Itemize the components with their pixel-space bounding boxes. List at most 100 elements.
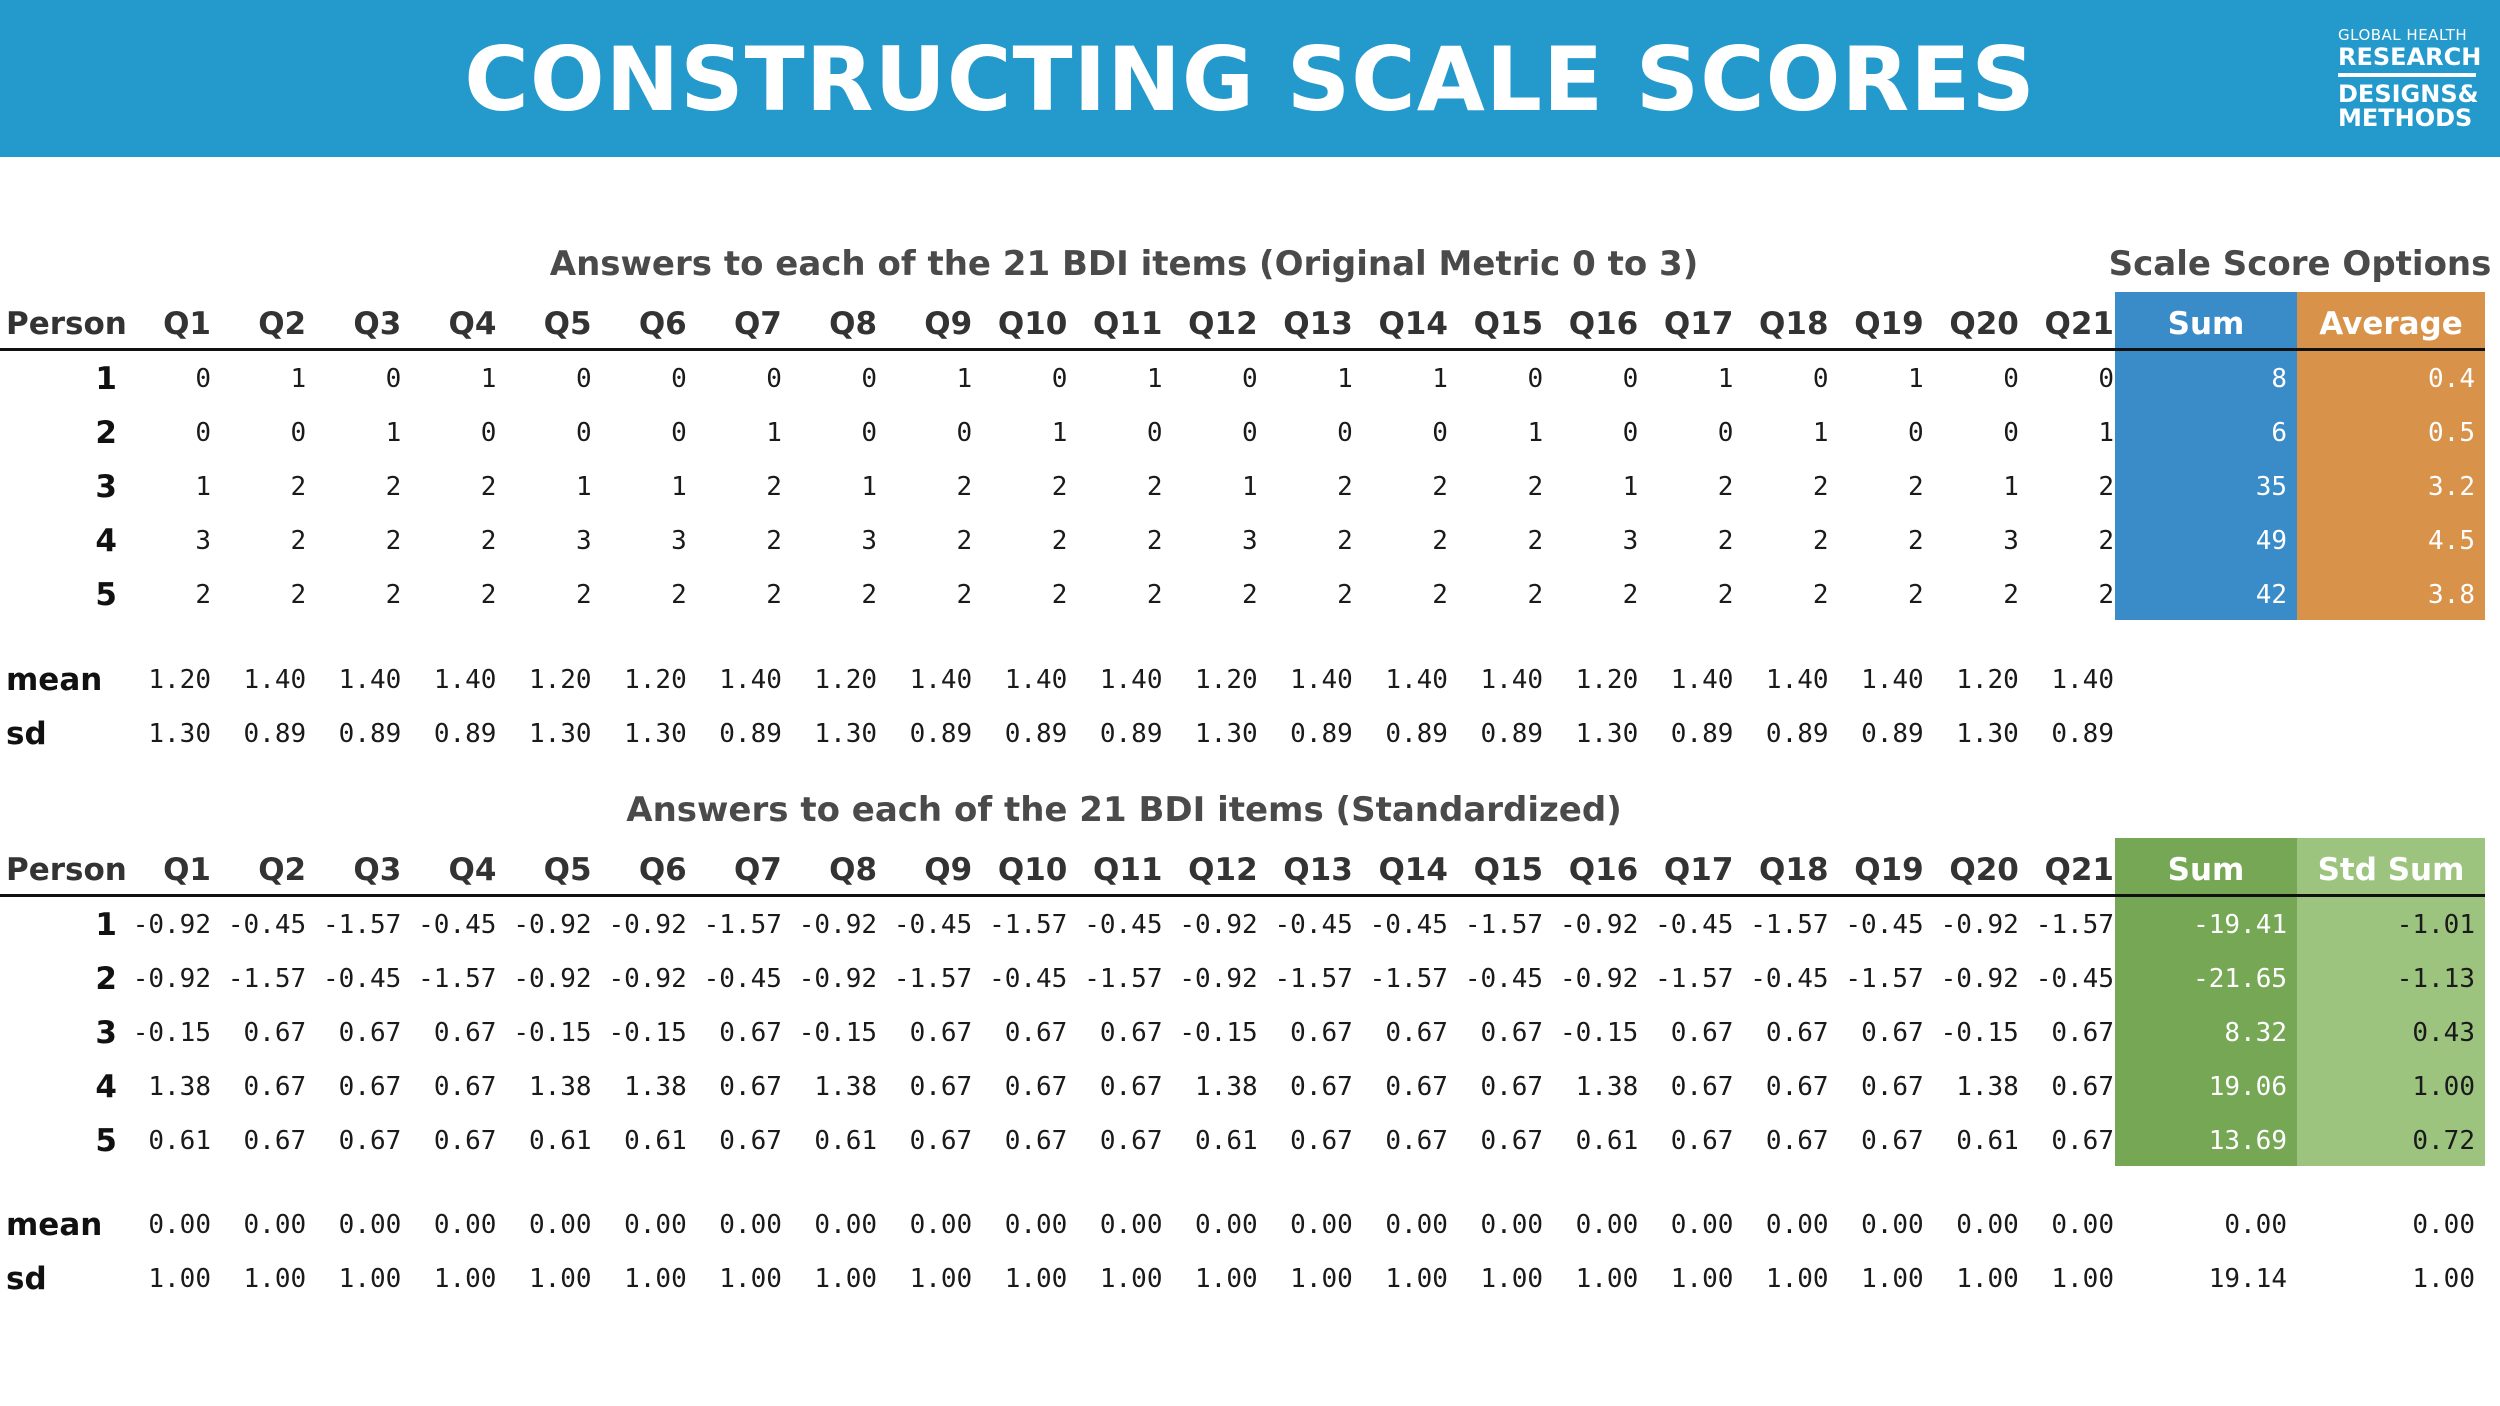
standardized-mean-std-sum: 0.00 <box>2412 1210 2475 1240</box>
standardized-cell: -0.45 <box>2035 964 2114 994</box>
original-cell: 1 <box>671 472 687 502</box>
standardized-cell: 0.67 <box>1765 1018 1829 1048</box>
standardized-column-header-q5: Q5 <box>543 852 592 888</box>
original-cell: 2 <box>1812 580 1829 610</box>
standardized-person-header: Person <box>6 852 127 888</box>
original-cell: 1 <box>1812 418 1829 448</box>
standardized-cell: 0.67 <box>1004 1072 1068 1102</box>
title-banner: CONSTRUCTING SCALE SCORES GLOBAL HEALTH … <box>0 0 2500 157</box>
original-sd-value: 1.30 <box>1575 719 1639 749</box>
original-average-value: 0.5 <box>2428 418 2475 448</box>
original-cell: 1 <box>480 364 497 394</box>
standardized-mean-label: mean <box>6 1207 103 1243</box>
original-sum-value: 6 <box>2271 418 2287 448</box>
original-mean-value: 1.40 <box>719 665 782 695</box>
original-mean-value: 1.40 <box>1765 665 1829 695</box>
standardized-sd-value: 1.00 <box>1099 1264 1163 1294</box>
original-cell: 1 <box>956 364 973 394</box>
standardized-cell: 0.61 <box>624 1126 687 1156</box>
standardized-cell: 0.61 <box>1195 1126 1258 1156</box>
original-cell: 2 <box>2098 580 2114 610</box>
standardized-sum-value: 13.69 <box>2208 1126 2287 1156</box>
original-sd-label: sd <box>6 716 47 752</box>
original-sum-value: 35 <box>2255 472 2287 502</box>
original-cell: 2 <box>956 580 973 610</box>
standardized-sd-value: 1.00 <box>338 1264 402 1294</box>
original-mean-value: 1.40 <box>1290 665 1353 695</box>
original-cell: 3 <box>575 526 592 556</box>
standardized-column-header-q12: Q12 <box>1188 852 1258 888</box>
standardized-cell: 0.67 <box>1290 1072 1353 1102</box>
original-sd-value: 1.30 <box>814 719 878 749</box>
standardized-cell: -1.57 <box>1369 964 1448 994</box>
original-sd-value: 1.30 <box>1956 719 2019 749</box>
original-cell: 0 <box>1717 418 1734 448</box>
standardized-cell: 0.67 <box>2051 1018 2114 1048</box>
original-cell: 2 <box>1527 472 1544 502</box>
original-cell: 1 <box>385 418 402 448</box>
original-cell: 2 <box>766 580 782 610</box>
standardized-cell: -0.92 <box>608 964 687 994</box>
standardized-header-rule <box>0 894 2485 897</box>
original-cell: 2 <box>1146 526 1163 556</box>
original-cell: 1 <box>1337 364 1353 394</box>
original-cell: 2 <box>480 472 497 502</box>
original-cell: 3 <box>671 526 687 556</box>
standardized-mean-sum: 0.00 <box>2224 1210 2287 1240</box>
standardized-sd-value: 1.00 <box>148 1264 211 1294</box>
original-cell: 2 <box>385 472 402 502</box>
original-cell: 2 <box>1337 526 1353 556</box>
original-cell: 2 <box>1527 580 1544 610</box>
standardized-sd-value: 1.00 <box>624 1264 687 1294</box>
original-column-header-q8: Q8 <box>829 306 878 342</box>
original-cell: 2 <box>1337 580 1353 610</box>
original-cell: 1 <box>575 472 592 502</box>
standardized-cell: 0.61 <box>1956 1126 2019 1156</box>
original-cell: 0 <box>1622 418 1639 448</box>
standardized-cell: -0.45 <box>989 964 1068 994</box>
original-cell: 1 <box>290 364 307 394</box>
original-column-header-q7: Q7 <box>733 306 782 342</box>
standardized-cell: 0.67 <box>1385 1072 1448 1102</box>
original-person-label: 4 <box>95 523 117 559</box>
standardized-mean-value: 0.00 <box>1290 1210 1353 1240</box>
original-sd-value: 1.30 <box>528 719 592 749</box>
original-column-header-q9: Q9 <box>924 306 973 342</box>
standardized-cell: 0.67 <box>1861 1126 1924 1156</box>
scale-score-options-title: Scale Score Options <box>2108 244 2492 284</box>
standardized-sd-value: 1.00 <box>528 1264 592 1294</box>
original-cell: 2 <box>1527 526 1544 556</box>
original-sd-value: 0.89 <box>243 719 307 749</box>
standardized-cell: -0.92 <box>1179 964 1258 994</box>
original-cell: 2 <box>1146 580 1163 610</box>
original-column-header-q6: Q6 <box>638 306 687 342</box>
original-cell: 2 <box>1241 580 1258 610</box>
standardized-cell: 0.61 <box>814 1126 878 1156</box>
standardized-cell: -0.45 <box>323 964 402 994</box>
logo-line-4: METHODS <box>2338 104 2473 132</box>
original-cell: 0 <box>956 418 973 448</box>
standardized-cell: -1.57 <box>893 964 973 994</box>
standardized-cell: -0.45 <box>1274 910 1353 940</box>
original-header-rule <box>0 348 2485 351</box>
standardized-cell: 0.67 <box>1099 1018 1163 1048</box>
standardized-sd-value: 1.00 <box>1480 1264 1544 1294</box>
standardized-cell: -0.92 <box>132 964 211 994</box>
standardized-sd-std-sum: 1.00 <box>2412 1264 2475 1294</box>
original-average-value: 3.8 <box>2428 580 2475 610</box>
standardized-sd-value: 1.00 <box>433 1264 497 1294</box>
standardized-std_sum-column-bg <box>2297 838 2485 1166</box>
original-mean-label: mean <box>6 662 103 698</box>
original-cell: 0 <box>1527 364 1544 394</box>
standardized-cell: -0.45 <box>1464 964 1544 994</box>
standardized-column-header-q7: Q7 <box>733 852 782 888</box>
standardized-column-header-q17: Q17 <box>1663 852 1734 888</box>
original-column-header-q19: Q19 <box>1854 306 1924 342</box>
standardized-cell: -1.57 <box>418 964 497 994</box>
logo-line-3: DESIGNS& <box>2338 80 2479 108</box>
standardized-sd-value: 1.00 <box>1290 1264 1353 1294</box>
original-cell: 0 <box>1432 418 1448 448</box>
standardized-cell: -0.15 <box>513 1018 592 1048</box>
standardized-std_sum-value: -1.01 <box>2396 910 2475 940</box>
original-cell: 0 <box>1622 364 1639 394</box>
